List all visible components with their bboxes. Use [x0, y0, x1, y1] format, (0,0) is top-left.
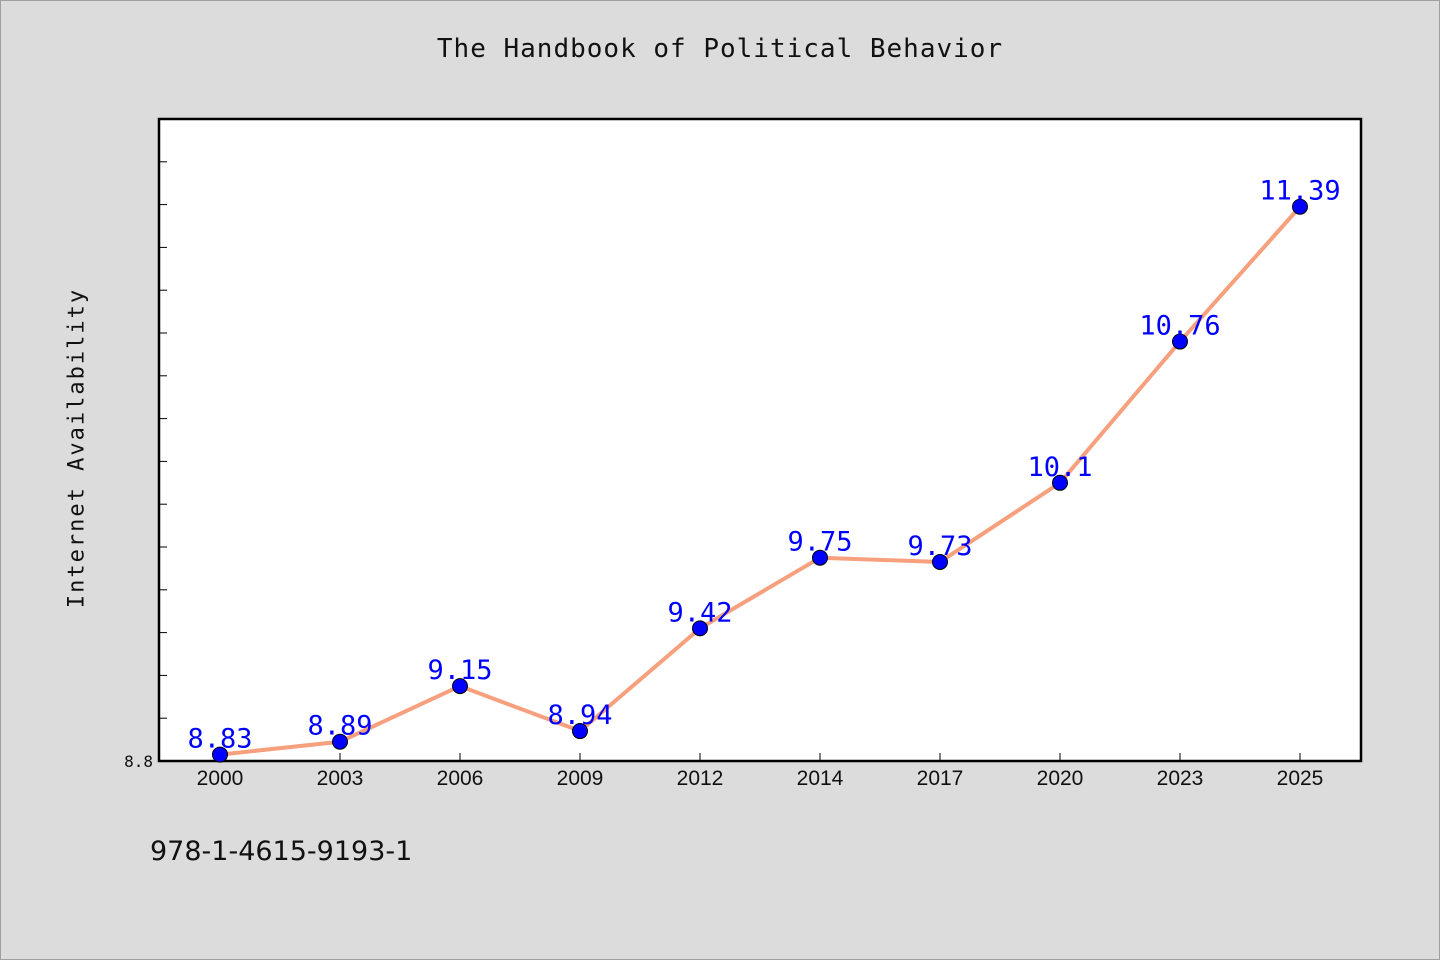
data-point [1052, 474, 1068, 491]
series-line [219, 205, 1302, 757]
y-tick-label: 8.8 [124, 752, 153, 771]
data-point [812, 549, 828, 566]
footer-code: 978-1-4615-9193-1 [150, 836, 413, 867]
data-label: 9.42 [667, 597, 732, 628]
x-tick-label: 2017 [917, 767, 964, 790]
x-tick-label: 2020 [1037, 767, 1084, 790]
data-label: 8.94 [547, 700, 612, 731]
chart-title: The Handbook of Political Behavior [436, 34, 1004, 64]
data-point [212, 746, 228, 763]
data-point [1172, 333, 1188, 350]
data-label: 10.76 [1139, 311, 1220, 342]
x-tick-label: 2006 [437, 767, 484, 790]
data-point [332, 733, 348, 750]
x-tick-label: 2003 [317, 767, 364, 790]
y-axis-ticks: 8.8 [124, 118, 167, 771]
data-point [572, 723, 588, 740]
data-label: 9.73 [907, 531, 972, 562]
x-tick-label: 2023 [1157, 767, 1204, 790]
x-tick-label: 2009 [557, 767, 604, 790]
data-label: 9.15 [427, 655, 492, 686]
plot-area [157, 117, 1363, 763]
x-tick-label: 2012 [677, 767, 724, 790]
x-tick-label: 2025 [1277, 767, 1324, 790]
x-tick-label: 2000 [197, 767, 244, 790]
data-label: 10.1 [1027, 452, 1092, 483]
x-tick-label: 2014 [797, 767, 844, 790]
data-label: 8.83 [187, 724, 252, 755]
data-label: 11.39 [1259, 176, 1340, 207]
data-point [932, 553, 948, 570]
data-point [692, 620, 708, 637]
data-point [1292, 198, 1308, 215]
data-label: 8.89 [307, 711, 372, 742]
series-layer: 8.83 8.89 9.15 8.94 9.42 9.75 9.73 10.1 10.76 11.… [187, 176, 1341, 763]
data-point [452, 678, 468, 695]
data-label: 9.75 [787, 527, 852, 558]
